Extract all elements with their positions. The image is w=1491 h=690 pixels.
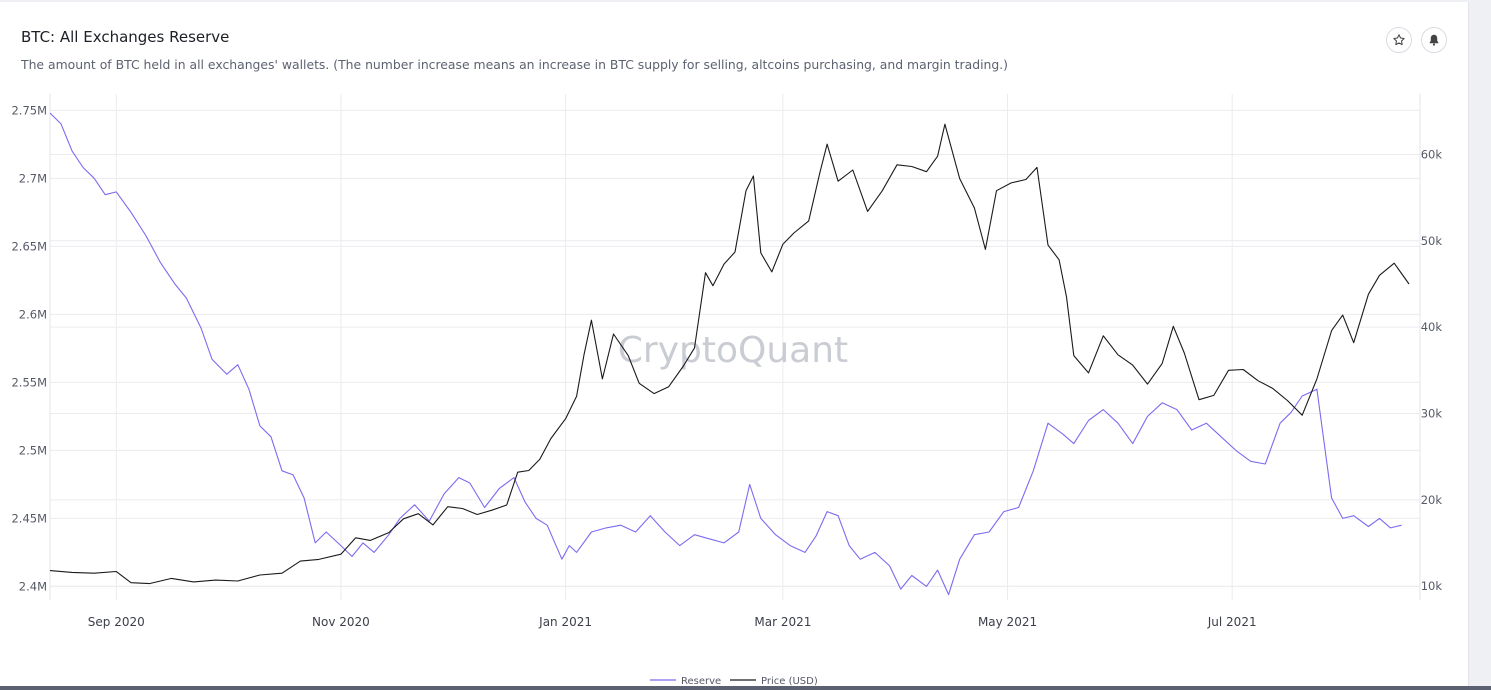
y-right-tick-label: 50k [1421, 234, 1443, 248]
y-right-tick-label: 10k [1421, 579, 1443, 593]
y-left-tick-label: 2.75M [11, 103, 47, 117]
x-tick-label: Jan 2021 [538, 615, 592, 629]
bell-icon [1429, 34, 1439, 46]
legend-item[interactable]: Price (USD) [730, 676, 818, 687]
y-left-tick-label: 2.55M [11, 375, 47, 389]
bottom-strip [0, 686, 1491, 690]
reserve-series-line [49, 112, 1402, 596]
legend-item[interactable]: Reserve [650, 676, 721, 687]
y-right-tick-label: 20k [1421, 493, 1443, 507]
y-right-tick-label: 60k [1421, 147, 1443, 161]
legend-label: Reserve [681, 676, 721, 687]
price-series-line [49, 123, 1410, 585]
watermark: CryptoQuant [618, 330, 848, 371]
y-left-tick-label: 2.7M [19, 171, 47, 185]
y-left-tick-label: 2.6M [19, 307, 47, 321]
chart-subtitle: The amount of BTC held in all exchanges'… [21, 57, 1009, 72]
x-tick-label: Jul 2021 [1207, 615, 1257, 629]
x-tick-label: Mar 2021 [754, 615, 811, 629]
star-icon [1393, 34, 1405, 46]
alert-bell-button[interactable] [1421, 27, 1447, 53]
x-tick-label: Sep 2020 [88, 615, 145, 629]
y-right-tick-label: 40k [1421, 320, 1443, 334]
y-left-tick-label: 2.4M [19, 579, 47, 593]
y-left-tick-label: 2.5M [19, 443, 47, 457]
x-tick-label: Nov 2020 [312, 615, 370, 629]
y-right-tick-label: 30k [1421, 406, 1443, 420]
y-left-tick-label: 2.65M [11, 239, 47, 253]
chart-card: BTC: All Exchanges Reserve The amount of… [0, 2, 1469, 687]
y-left-tick-label: 2.45M [11, 511, 47, 525]
legend-label: Price (USD) [761, 676, 818, 687]
favorite-star-button[interactable] [1386, 27, 1412, 53]
x-tick-label: May 2021 [978, 615, 1037, 629]
chart-title: BTC: All Exchanges Reserve [21, 28, 230, 46]
